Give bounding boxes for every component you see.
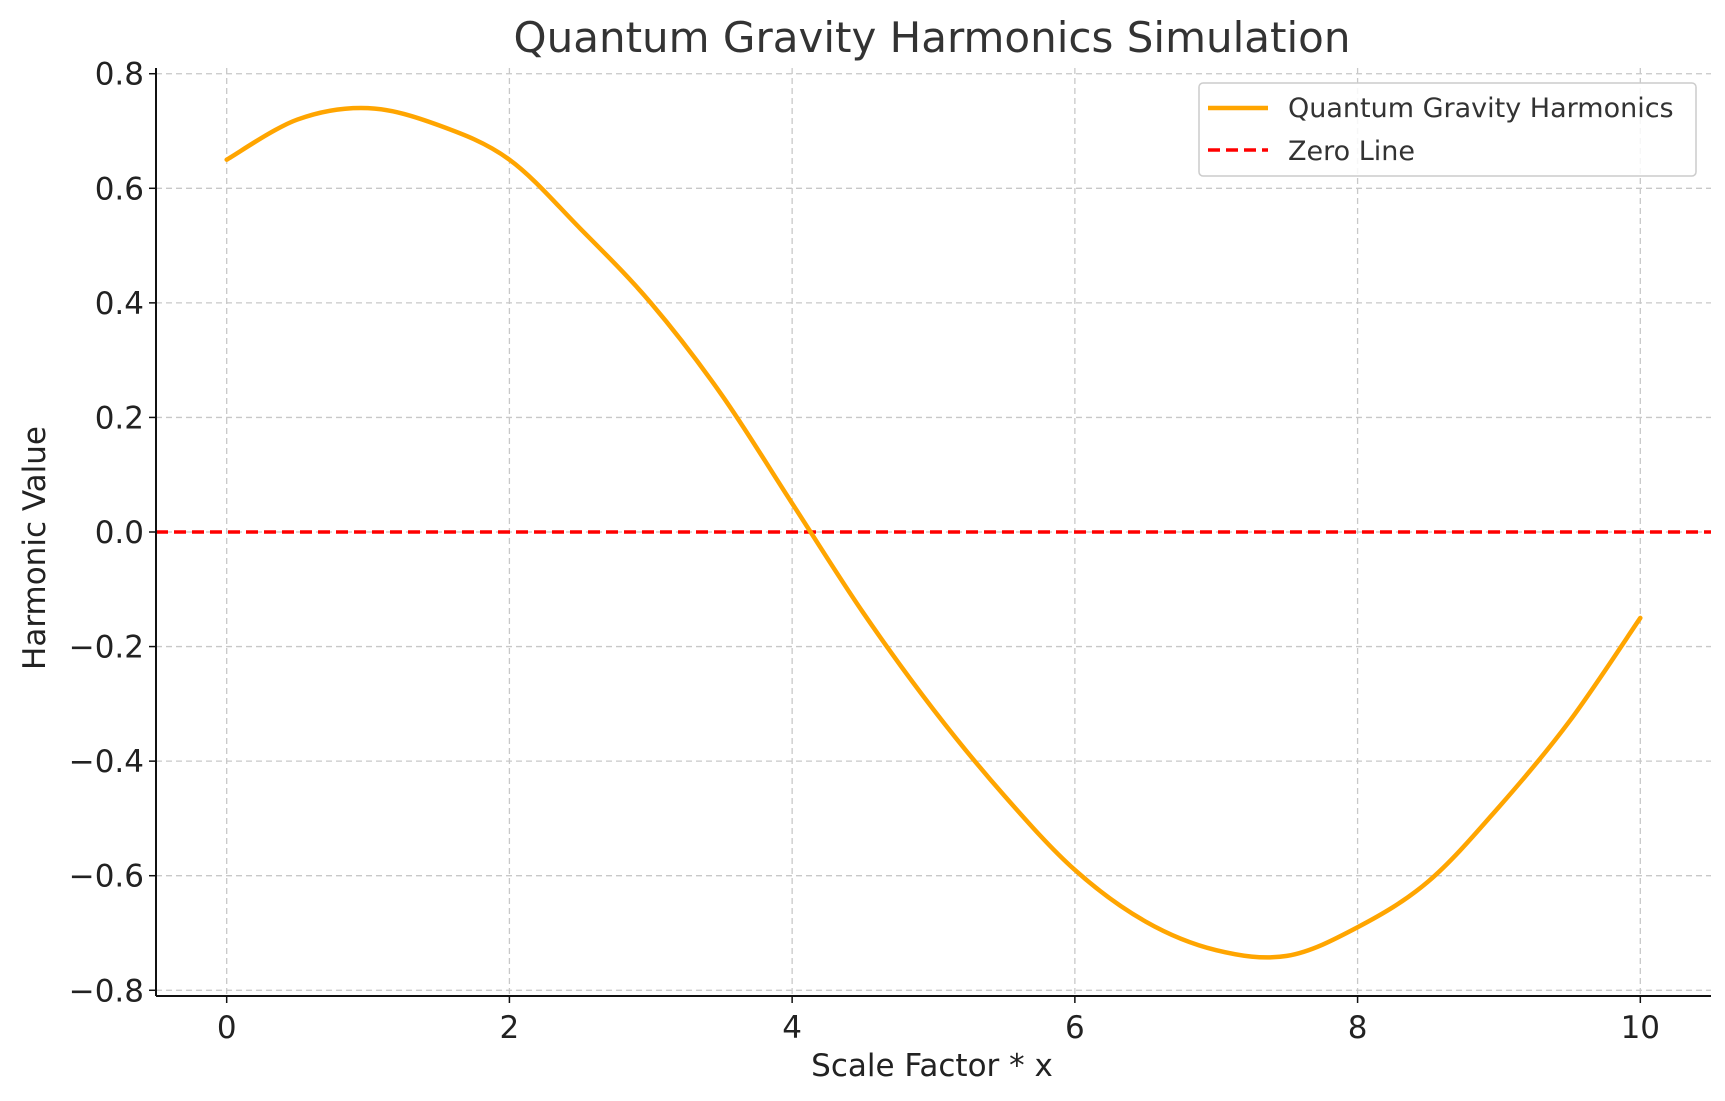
y-tick-label: 0.2 bbox=[95, 400, 144, 436]
legend-label-quantum-gravity-harmonics: Quantum Gravity Harmonics bbox=[1288, 93, 1674, 124]
y-tick-label: 0.4 bbox=[95, 286, 144, 322]
y-tick-label: 0.0 bbox=[95, 515, 144, 551]
series-layer bbox=[224, 105, 1643, 960]
y-axis-label: Harmonic Value bbox=[17, 426, 53, 670]
legend-frame bbox=[1198, 82, 1697, 177]
x-tick-label: 8 bbox=[1348, 1010, 1368, 1046]
legend-label-zero-line: Zero Line bbox=[1288, 136, 1415, 167]
x-tick-label: 4 bbox=[782, 1010, 802, 1046]
x-tick-label: 10 bbox=[1621, 1010, 1660, 1046]
x-tick-label: 6 bbox=[1065, 1010, 1085, 1046]
y-tick-label: −0.2 bbox=[69, 630, 144, 666]
ticks-layer: 0 2 4 6 8 10 −0.8 −0.6 −0.4 −0.2 0.0 0.2 0.4 0.6 0.8 bbox=[69, 57, 1660, 1046]
chart-title: Quantum Gravity Harmonics Simulation bbox=[514, 13, 1351, 62]
y-tick-label: −0.8 bbox=[69, 973, 144, 1009]
y-tick-label: −0.4 bbox=[69, 744, 144, 780]
x-tick-label: 0 bbox=[217, 1010, 237, 1046]
y-tick-label: −0.6 bbox=[69, 859, 144, 895]
series-line-quantum-gravity-harmonics bbox=[224, 105, 1643, 960]
legend: Quantum Gravity Harmonics Zero Line bbox=[1198, 82, 1697, 177]
x-axis-label: Scale Factor * x bbox=[811, 1048, 1053, 1084]
y-tick-label: 0.6 bbox=[95, 171, 144, 207]
y-tick-label: 0.8 bbox=[95, 57, 144, 93]
x-tick-label: 2 bbox=[500, 1010, 520, 1046]
